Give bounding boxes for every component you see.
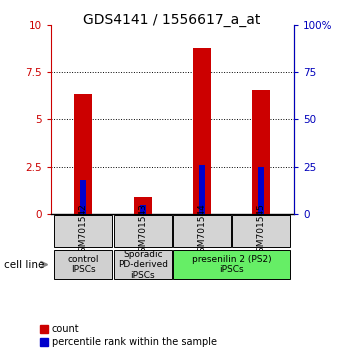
FancyBboxPatch shape <box>232 215 290 247</box>
Text: GSM701543: GSM701543 <box>138 204 147 258</box>
Bar <box>80 180 86 214</box>
Legend: count, percentile rank within the sample: count, percentile rank within the sample <box>40 325 217 347</box>
Text: GDS4141 / 1556617_a_at: GDS4141 / 1556617_a_at <box>83 13 260 27</box>
Bar <box>140 205 146 214</box>
Bar <box>199 165 205 214</box>
Text: GSM701544: GSM701544 <box>197 204 206 258</box>
FancyBboxPatch shape <box>54 215 112 247</box>
Bar <box>134 197 152 214</box>
Text: presenilin 2 (PS2)
iPSCs: presenilin 2 (PS2) iPSCs <box>192 255 272 274</box>
FancyBboxPatch shape <box>114 250 172 279</box>
Bar <box>252 90 270 214</box>
Text: GSM701545: GSM701545 <box>257 204 266 258</box>
Text: control
IPSCs: control IPSCs <box>68 255 99 274</box>
FancyBboxPatch shape <box>114 215 172 247</box>
FancyBboxPatch shape <box>54 250 112 279</box>
Bar <box>193 48 211 214</box>
FancyBboxPatch shape <box>173 215 231 247</box>
Text: GSM701542: GSM701542 <box>79 204 88 258</box>
FancyBboxPatch shape <box>173 250 290 279</box>
Bar <box>75 94 92 214</box>
Text: Sporadic
PD-derived
iPSCs: Sporadic PD-derived iPSCs <box>118 250 168 280</box>
Text: cell line: cell line <box>4 259 44 270</box>
Bar <box>258 167 264 214</box>
